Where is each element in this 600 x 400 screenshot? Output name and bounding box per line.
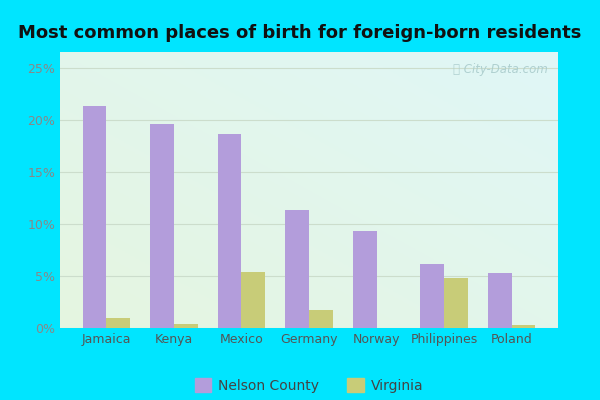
Bar: [174, 324, 197, 328]
Bar: [353, 231, 377, 328]
Bar: [150, 124, 174, 328]
Bar: [421, 264, 444, 328]
Bar: [286, 210, 309, 328]
Bar: [309, 310, 332, 328]
Bar: [83, 106, 106, 328]
Bar: [444, 278, 468, 328]
Text: ⌖ City-Data.com: ⌖ City-Data.com: [453, 63, 548, 76]
Text: Most common places of birth for foreign-born residents: Most common places of birth for foreign-…: [19, 24, 581, 42]
Bar: [106, 318, 130, 328]
Bar: [241, 272, 265, 328]
Bar: [488, 273, 512, 328]
Bar: [218, 134, 241, 328]
Legend: Nelson County, Virginia: Nelson County, Virginia: [189, 373, 429, 398]
Bar: [512, 325, 535, 328]
